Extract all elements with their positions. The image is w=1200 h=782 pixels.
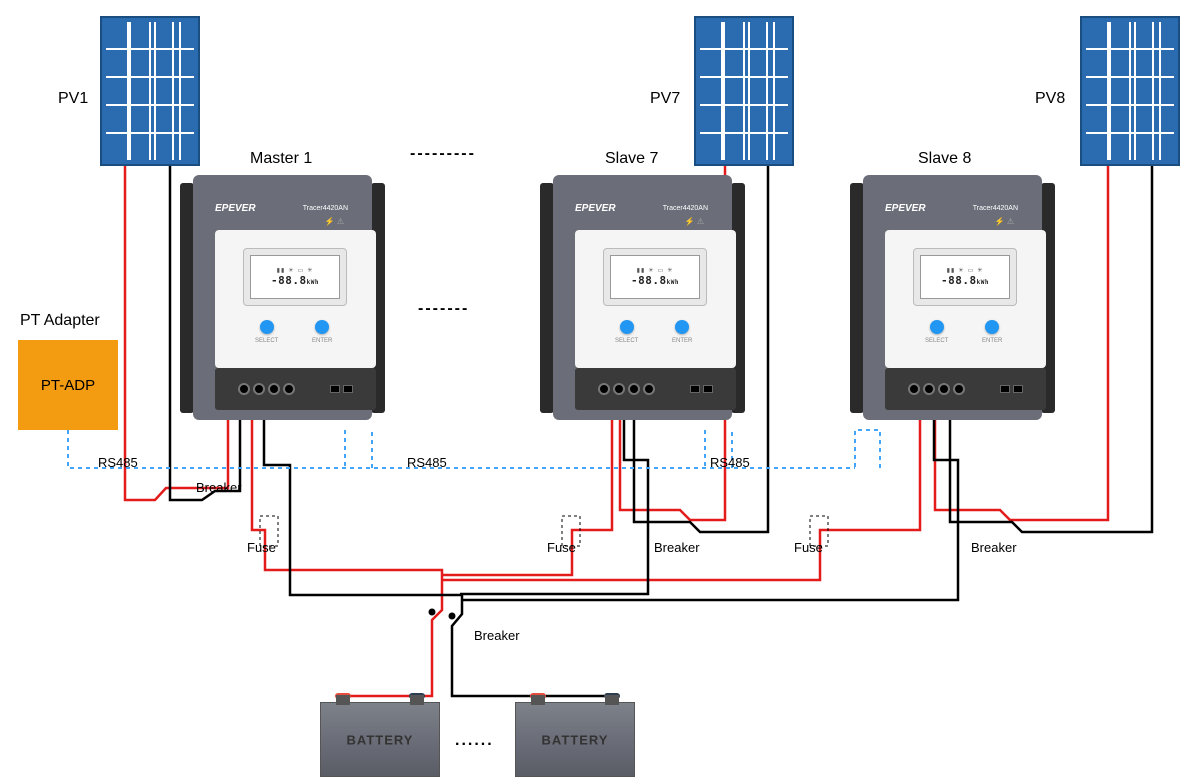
controller-model: Tracer4420AN [973, 205, 1018, 212]
battery-2: BATTERY [515, 702, 635, 777]
ellipsis-1: ------- [418, 300, 469, 318]
ellipsis-0: --------- [410, 145, 476, 163]
ellipsis-2: ...... [455, 732, 494, 750]
breaker-label-0: Breaker [196, 480, 242, 495]
controller-brand: EPEVER [575, 203, 616, 214]
fuse-label-2: Fuse [794, 540, 823, 555]
enter-button[interactable] [675, 320, 689, 334]
controller-brand: EPEVER [885, 203, 926, 214]
label-pv7: PV7 [650, 90, 680, 108]
controller-slave8: EPEVER Tracer4420AN ⚡ ⚠ ▮▮☀▭✳ -88.8kWh S… [850, 175, 1055, 435]
solar-panel-pv1 [100, 16, 200, 166]
controller-model: Tracer4420AN [663, 205, 708, 212]
breaker-label-1: Breaker [654, 540, 700, 555]
controller-slave7: EPEVER Tracer4420AN ⚡ ⚠ ▮▮☀▭✳ -88.8kWh S… [540, 175, 745, 435]
fuse-label-1: Fuse [547, 540, 576, 555]
pt-adapter-title: PT Adapter [20, 312, 100, 330]
solar-panel-pv8 [1080, 16, 1180, 166]
controller-master1: EPEVER Tracer4420AN ⚡ ⚠ ▮▮☀▭✳ -88.8kWh S… [180, 175, 385, 435]
controller-brand: EPEVER [215, 203, 256, 214]
label-slave8: Slave 8 [918, 150, 971, 168]
pt-adapter-label: PT-ADP [41, 377, 95, 394]
terminal-strip [885, 368, 1046, 410]
label-master1: Master 1 [250, 150, 312, 168]
select-button[interactable] [260, 320, 274, 334]
fuse-label-0: Fuse [247, 540, 276, 555]
label-pv1: PV1 [58, 90, 88, 108]
rs485-label-2: RS485 [710, 455, 750, 470]
terminal-strip [575, 368, 736, 410]
terminal-strip [215, 368, 376, 410]
breaker-label-2: Breaker [971, 540, 1017, 555]
controller-model: Tracer4420AN [303, 205, 348, 212]
enter-button[interactable] [315, 320, 329, 334]
label-slave7: Slave 7 [605, 150, 658, 168]
breaker-label-3: Breaker [474, 628, 520, 643]
label-pv8: PV8 [1035, 90, 1065, 108]
select-button[interactable] [620, 320, 634, 334]
rs485-label-0: RS485 [98, 455, 138, 470]
solar-panel-pv7 [694, 16, 794, 166]
pt-adapter-box: PT-ADP [18, 340, 118, 430]
rs485-label-1: RS485 [407, 455, 447, 470]
select-button[interactable] [930, 320, 944, 334]
battery-1: BATTERY [320, 702, 440, 777]
enter-button[interactable] [985, 320, 999, 334]
